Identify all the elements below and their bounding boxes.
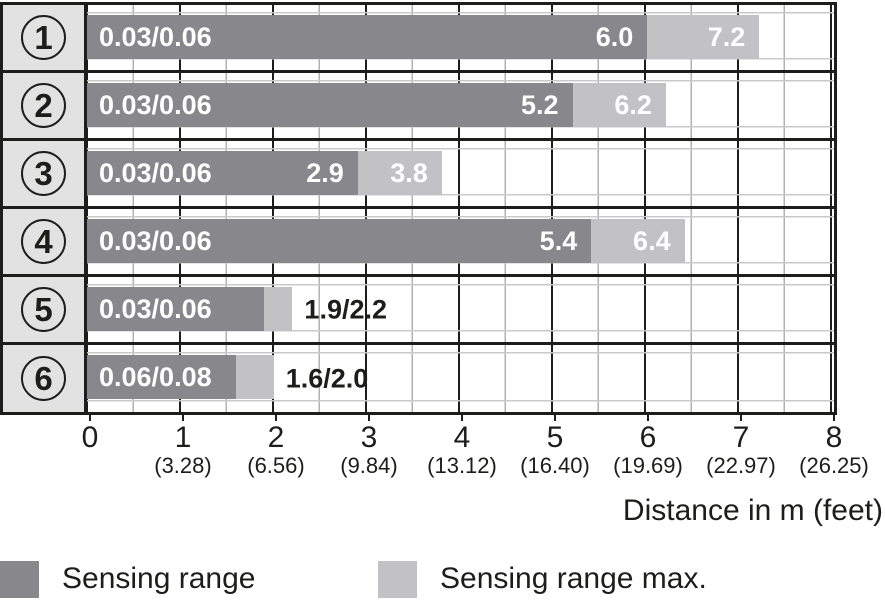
x-axis-label-feet: (19.69)	[613, 453, 683, 478]
x-axis-label-feet: (3.28)	[154, 453, 212, 478]
x-axis-label-feet: (9.84)	[340, 453, 398, 478]
x-axis-label-feet: (22.97)	[706, 453, 776, 478]
x-axis-label-feet: (26.25)	[799, 453, 869, 478]
row-label-cell: 2	[3, 73, 87, 138]
x-axis-tick	[274, 415, 278, 421]
x-axis-label-m: 4	[453, 421, 471, 454]
sensing-range-value: 2.9	[306, 157, 344, 188]
x-axis-label-m: 0	[81, 421, 99, 454]
chart-row-5: 5 0.03/0.06 1.9/2.2	[3, 277, 834, 345]
sensing-range-bar: 0.03/0.06 5.2	[87, 83, 573, 127]
chart-row-4: 4 6.4 0.03/0.06 5.4	[3, 209, 834, 277]
legend-item-sensing-range-max: Sensing range max.	[378, 558, 707, 600]
sensing-range-value: 5.4	[539, 225, 578, 256]
sensing-range-value: 6.0	[595, 21, 634, 52]
row-plot: 0.03/0.06 1.9/2.2	[87, 277, 834, 342]
row-number-badge-icon: 1	[21, 15, 66, 60]
chart-row-1: 1 7.2 0.03/0.06 6.0	[3, 5, 834, 73]
sensing-range-max-value: 6.2	[614, 89, 652, 120]
sensing-range-swatch-icon	[0, 560, 39, 598]
sensing-range-bar: 0.06/0.08	[87, 355, 237, 399]
range-values-outside-label: 1.9/2.2	[304, 294, 387, 324]
row-label-cell: 6	[3, 345, 87, 412]
row-number-badge-icon: 6	[21, 356, 66, 401]
row-number-badge-icon: 5	[21, 287, 66, 332]
blind-zone-value: 0.03/0.06	[99, 89, 212, 120]
chart-row-3: 3 3.8 0.03/0.06 2.9	[3, 141, 834, 209]
blind-zone-value: 0.03/0.06	[99, 225, 212, 256]
sensing-range-max-value: 6.4	[633, 225, 671, 256]
row-label-cell: 1	[3, 5, 87, 70]
row-plot: 0.06/0.08 1.6/2.0	[87, 345, 834, 412]
x-axis-tick	[367, 415, 371, 421]
x-axis-tick	[553, 415, 557, 421]
row-number-badge-icon: 2	[21, 83, 66, 128]
x-axis-label-feet: (13.12)	[427, 453, 497, 478]
row-number: 5	[34, 291, 53, 328]
sensing-range-chart: 1 7.2 0.03/0.06 6.0 2 6.2 0.03/0.06 5.2 3 …	[0, 2, 837, 415]
sensing-range-bar: 0.03/0.06 2.9	[87, 151, 358, 195]
range-values-outside-label: 1.6/2.0	[285, 363, 369, 393]
legend-item-sensing-range: Sensing range	[0, 558, 255, 600]
chart-row-6: 6 0.06/0.08 1.6/2.0	[3, 345, 834, 412]
x-axis-label-feet: (16.40)	[520, 453, 590, 478]
x-axis-tick	[181, 415, 185, 421]
x-axis-label-m: 3	[360, 421, 378, 454]
row-label-cell: 5	[3, 277, 87, 342]
row-number: 6	[34, 360, 53, 397]
sensing-range-value: 5.2	[521, 89, 559, 120]
x-axis-tick	[739, 415, 743, 421]
legend-label: Sensing range	[62, 562, 256, 595]
blind-zone-value: 0.03/0.06	[99, 157, 212, 188]
row-number: 1	[34, 19, 53, 56]
blind-zone-value: 0.03/0.06	[99, 21, 212, 52]
x-axis-label-m: 6	[639, 421, 657, 454]
x-axis-label-m: 1	[174, 421, 192, 454]
x-axis-title: Distance in m (feet)	[622, 494, 883, 527]
x-axis-label-m: 7	[732, 421, 750, 454]
row-number: 3	[34, 155, 53, 192]
legend: Sensing range Sensing range max.	[0, 558, 885, 600]
row-plot: 6.4 0.03/0.06 5.4	[87, 209, 834, 274]
sensing-range-max-value: 7.2	[707, 21, 746, 52]
chart-row-2: 2 6.2 0.03/0.06 5.2	[3, 73, 834, 141]
legend-label: Sensing range max.	[440, 562, 707, 595]
x-axis-tick	[460, 415, 464, 421]
x-axis-label-m: 8	[825, 421, 843, 454]
sensing-range-bar: 0.03/0.06	[87, 287, 265, 331]
row-label-cell: 3	[3, 141, 87, 206]
x-axis-label-m: 5	[546, 421, 564, 454]
x-axis-tick	[832, 415, 836, 421]
row-number-badge-icon: 4	[21, 219, 66, 264]
row-plot: 3.8 0.03/0.06 2.9	[87, 141, 834, 206]
row-number: 4	[34, 223, 53, 260]
row-label-cell: 4	[3, 209, 87, 274]
x-axis-tick	[646, 415, 650, 421]
sensing-range-max-value: 3.8	[390, 157, 428, 188]
sensing-range-max-swatch-icon	[378, 560, 417, 598]
row-number-badge-icon: 3	[21, 151, 66, 196]
sensing-range-bar: 0.03/0.06 6.0	[87, 15, 648, 59]
row-plot: 6.2 0.03/0.06 5.2	[87, 73, 834, 138]
blind-zone-value: 0.06/0.08	[99, 361, 212, 392]
blind-zone-value: 0.03/0.06	[99, 293, 212, 324]
x-axis-tick	[88, 415, 92, 421]
row-number: 2	[34, 87, 53, 124]
sensing-range-bar: 0.03/0.06 5.4	[87, 219, 592, 263]
row-plot: 7.2 0.03/0.06 6.0	[87, 5, 834, 70]
x-axis-label-feet: (6.56)	[247, 453, 305, 478]
x-axis-label-m: 2	[267, 421, 285, 454]
